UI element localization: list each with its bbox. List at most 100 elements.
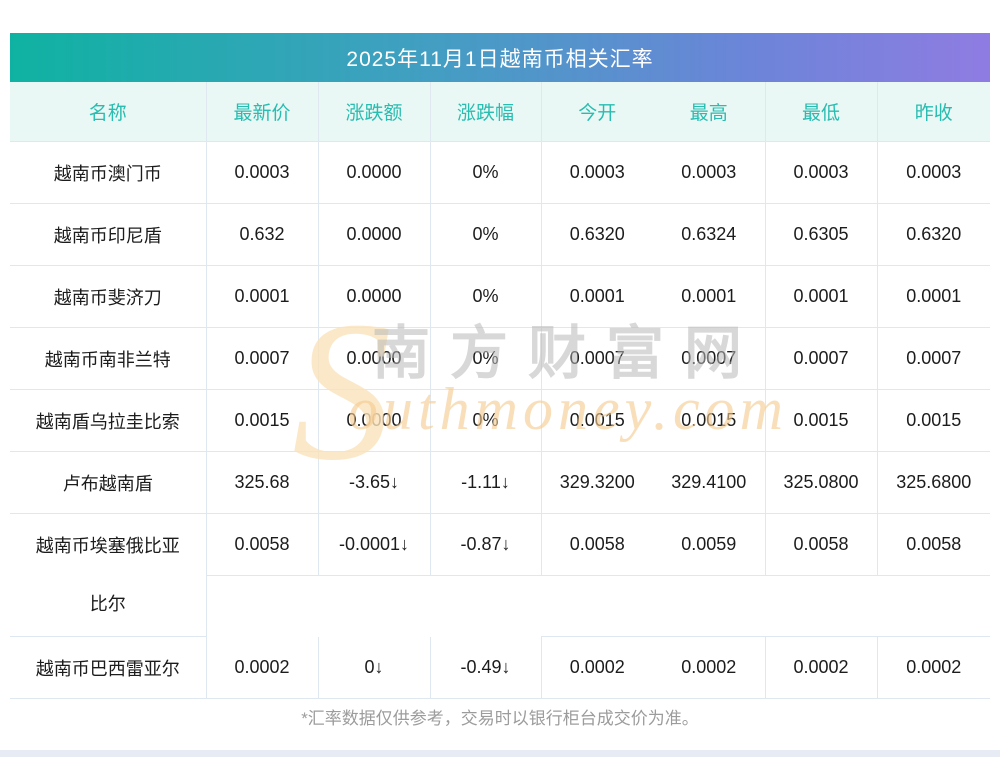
cell-change: 0.0000 xyxy=(318,389,431,452)
cell-open: 0.0058 xyxy=(569,534,625,554)
cell-latest: 325.68 xyxy=(206,451,319,514)
cell-high: 0.0003 xyxy=(681,162,737,182)
cell-name: 越南币南非兰特 xyxy=(10,327,207,390)
table-row: 越南币澳门币 0.0003 0.0000 0% 0.0003 0.0003 0.… xyxy=(10,141,990,204)
col-header-change: 涨跌额 xyxy=(318,82,431,142)
cell-open-high: 0.0002 0.0002 xyxy=(541,636,766,699)
cell-prev-close: 0.0058 xyxy=(877,513,990,576)
table-row: 越南币南非兰特 0.0007 0.0000 0% 0.0007 0.0007 0… xyxy=(10,327,990,390)
cell-prev-close: 0.0015 xyxy=(877,389,990,452)
cell-change: 0.0000 xyxy=(318,203,431,266)
cell-name-line1: 越南币埃塞俄比亚 xyxy=(35,536,180,556)
cell-change-pct: 0% xyxy=(430,141,542,204)
cell-open-high: 0.0007 0.0007 xyxy=(541,327,766,390)
name-wrap-spacer-row xyxy=(10,575,990,637)
cell-open-high: 0.0001 0.0001 xyxy=(541,265,766,328)
cell-name: 越南币巴西雷亚尔 xyxy=(10,636,207,699)
cell-high: 0.0001 xyxy=(681,286,737,306)
cell-prev-close: 0.0007 xyxy=(877,327,990,390)
cell-prev-close: 325.6800 xyxy=(877,451,990,514)
cell-latest: 0.632 xyxy=(206,203,319,266)
exchange-rate-table: 名称 最新价 涨跌额 涨跌幅 今开 最高 最低 昨收 越南币澳门币 0.0003… xyxy=(10,82,990,699)
cell-change: 0.0000 xyxy=(318,265,431,328)
cell-latest: 0.0002 xyxy=(206,636,319,699)
cell-name-line2: 比尔 xyxy=(89,594,126,614)
col-header-latest: 最新价 xyxy=(206,82,319,142)
cell-high: 0.0059 xyxy=(681,534,737,554)
cell-open: 0.0015 xyxy=(569,410,625,430)
cell-prev-close: 0.0003 xyxy=(877,141,990,204)
cell-high: 0.0015 xyxy=(681,410,737,430)
cell-open-high: 0.6320 0.6324 xyxy=(541,203,766,266)
cell-open: 0.0003 xyxy=(569,162,625,182)
cell-high: 0.0002 xyxy=(681,657,737,677)
table-row: 越南盾乌拉圭比索 0.0015 0.0000 0% 0.0015 0.0015 … xyxy=(10,389,990,452)
cell-name: 卢布越南盾 xyxy=(10,451,207,514)
cell-change: 0.0000 xyxy=(318,141,431,204)
cell-low: 0.0007 xyxy=(765,327,878,390)
cell-change-pct: 0% xyxy=(430,327,542,390)
cell-open-high: 329.3200 329.4100 xyxy=(541,451,766,514)
cell-prev-close: 0.0002 xyxy=(877,636,990,699)
cell-name: 越南币澳门币 xyxy=(10,141,207,204)
cell-change-pct: 0% xyxy=(430,203,542,266)
empty-cell xyxy=(206,575,990,637)
cell-prev-close: 0.0001 xyxy=(877,265,990,328)
cell-change-pct: 0% xyxy=(430,265,542,328)
cell-change-pct: -0.87↓ xyxy=(430,513,542,576)
table-row: 越南币印尼盾 0.632 0.0000 0% 0.6320 0.6324 0.6… xyxy=(10,203,990,266)
cell-open: 0.0007 xyxy=(569,348,625,368)
col-header-prev-close: 昨收 xyxy=(877,82,990,142)
cell-low: 0.0002 xyxy=(765,636,878,699)
cell-change-pct: -0.49↓ xyxy=(430,636,542,699)
cell-open-high: 0.0015 0.0015 xyxy=(541,389,766,452)
page-title: 2025年11月1日越南币相关汇率 xyxy=(346,47,654,71)
cell-change: -3.65↓ xyxy=(318,451,431,514)
cell-change: 0.0000 xyxy=(318,327,431,390)
cell-high: 0.0007 xyxy=(681,348,737,368)
col-header-low: 最低 xyxy=(765,82,878,142)
cell-latest: 0.0007 xyxy=(206,327,319,390)
cell-latest: 0.0001 xyxy=(206,265,319,328)
cell-change: 0↓ xyxy=(318,636,431,699)
header-row: 名称 最新价 涨跌额 涨跌幅 今开 最高 最低 昨收 xyxy=(10,82,990,142)
cell-low: 0.0015 xyxy=(765,389,878,452)
cell-latest: 0.0003 xyxy=(206,141,319,204)
table-row: 越南币埃塞俄比亚 比尔 0.0058 -0.0001↓ -0.87↓ 0.005… xyxy=(10,513,990,637)
cell-low: 0.0058 xyxy=(765,513,878,576)
cell-name: 越南币埃塞俄比亚 比尔 xyxy=(10,513,207,637)
cell-name: 越南币斐济刀 xyxy=(10,265,207,328)
table-row: 卢布越南盾 325.68 -3.65↓ -1.11↓ 329.3200 329.… xyxy=(10,451,990,514)
cell-latest: 0.0015 xyxy=(206,389,319,452)
cell-name: 越南盾乌拉圭比索 xyxy=(10,389,207,452)
cell-change-pct: -1.11↓ xyxy=(430,451,542,514)
cell-low: 0.0003 xyxy=(765,141,878,204)
col-header-name: 名称 xyxy=(10,82,207,142)
cell-open-high: 0.0003 0.0003 xyxy=(541,141,766,204)
cell-low: 0.0001 xyxy=(765,265,878,328)
cell-name: 越南币印尼盾 xyxy=(10,203,207,266)
cell-latest: 0.0058 xyxy=(206,513,319,576)
disclaimer-text: *汇率数据仅供参考，交易时以银行柜台成交价为准。 xyxy=(301,709,699,728)
cell-low: 0.6305 xyxy=(765,203,878,266)
cell-open: 0.6320 xyxy=(569,224,625,244)
col-header-open: 今开 xyxy=(578,103,617,124)
cell-prev-close: 0.6320 xyxy=(877,203,990,266)
cell-high: 329.4100 xyxy=(671,472,747,492)
cell-open: 0.0002 xyxy=(569,657,625,677)
col-header-high: 最高 xyxy=(689,103,728,124)
cell-open-high: 0.0058 0.0059 xyxy=(541,513,766,576)
table-title-bar: 2025年11月1日越南币相关汇率 xyxy=(10,33,990,82)
cell-high: 0.6324 xyxy=(681,224,737,244)
bottom-edge-strip xyxy=(0,750,1000,757)
table-row: 越南币斐济刀 0.0001 0.0000 0% 0.0001 0.0001 0.… xyxy=(10,265,990,328)
table-row: 越南币巴西雷亚尔 0.0002 0↓ -0.49↓ 0.0002 0.0002 … xyxy=(10,636,990,699)
cell-change-pct: 0% xyxy=(430,389,542,452)
cell-open: 0.0001 xyxy=(569,286,625,306)
cell-change: -0.0001↓ xyxy=(318,513,431,576)
col-header-change-pct: 涨跌幅 xyxy=(430,82,542,142)
cell-open: 329.3200 xyxy=(559,472,635,492)
cell-low: 325.0800 xyxy=(765,451,878,514)
col-header-open-high: 今开 最高 xyxy=(541,82,766,142)
